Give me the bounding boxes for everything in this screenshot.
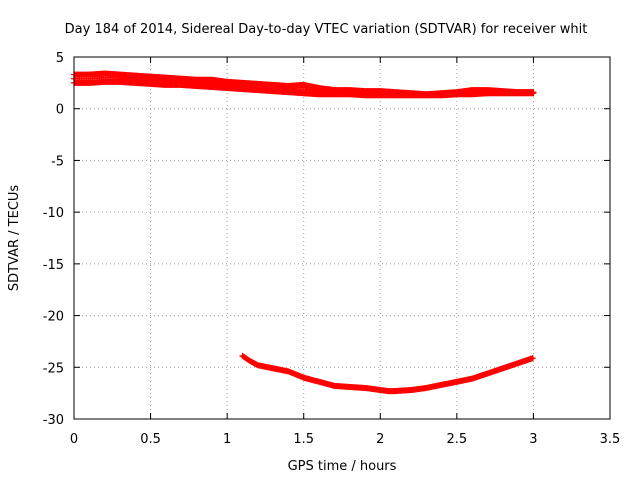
y-tick-label: 0 [56, 103, 64, 118]
data-point-marker [529, 355, 536, 362]
x-tick-labels: 0 0.5 1 1.5 2 2.5 3 3.5 [70, 432, 620, 447]
y-tick-label: -10 [43, 206, 64, 221]
x-tick-label: 3.5 [600, 432, 621, 447]
y-tick-label: -30 [43, 413, 64, 428]
plot-frame [73, 56, 611, 420]
data-marks [71, 70, 537, 395]
y-tick-label: -25 [43, 361, 64, 376]
y-tick-label: -5 [51, 154, 64, 169]
x-tick-label: 2 [376, 432, 384, 447]
y-tick-label: 5 [56, 51, 64, 66]
y-tick-labels: 5 0 -5 -10 -15 -20 -25 -30 [43, 51, 64, 428]
x-tick-label: 0 [70, 432, 78, 447]
y-tick-label: -20 [43, 310, 64, 325]
y-tick-label: -15 [43, 258, 64, 273]
y-axis-label: SDTVAR / TECUs [7, 185, 22, 292]
x-tick-label: 1 [223, 432, 231, 447]
chart-title: Day 184 of 2014, Sidereal Day-to-day VTE… [65, 22, 588, 37]
axis-ticks [73, 56, 611, 420]
x-tick-label: 2.5 [447, 432, 468, 447]
data-point-marker [530, 89, 537, 96]
x-tick-label: 0.5 [140, 432, 161, 447]
x-tick-label: 3 [529, 432, 537, 447]
series-lower-curve [239, 352, 536, 395]
grid-layer [74, 57, 610, 419]
upper-band-fill [71, 74, 537, 98]
x-tick-label: 1.5 [293, 432, 314, 447]
x-axis-label: GPS time / hours [288, 459, 397, 474]
